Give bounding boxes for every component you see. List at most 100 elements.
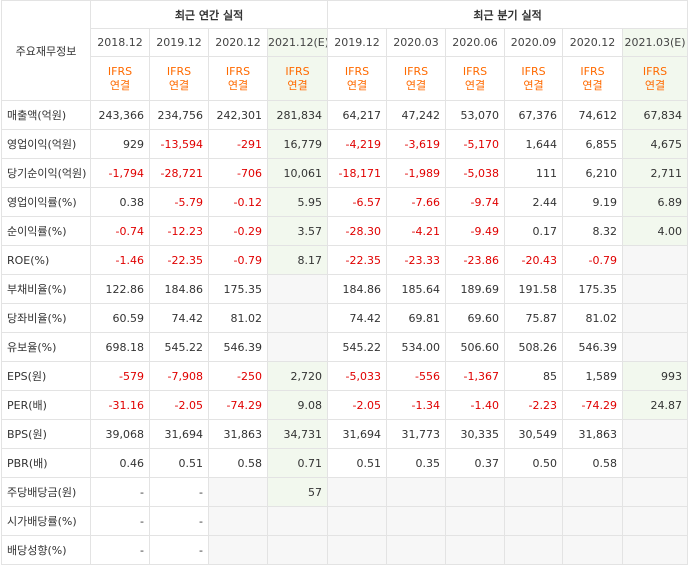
value-cell: - — [90, 477, 150, 507]
table-row: 유보율(%) 698.18 545.22 546.39 545.22 534.00 506.… — [1, 332, 688, 362]
value-cell: 2,720 — [266, 361, 329, 391]
table-row: ROE(%) -1.46 -22.35 -0.79 8.17 -22.35 -23.33 -2… — [1, 245, 688, 275]
row-label: 당기순이익(억원) — [1, 158, 91, 188]
value-cell: -1,367 — [445, 361, 506, 391]
period-header: 2020.09 — [504, 28, 564, 57]
value-cell: -250 — [208, 361, 268, 391]
value-cell: -74.29 — [208, 390, 268, 420]
value-cell: -1.40 — [445, 390, 506, 420]
value-cell: 546.39 — [562, 332, 624, 362]
value-cell: 74,612 — [562, 100, 624, 130]
value-cell: 243,366 — [90, 100, 150, 130]
ifrs-label: IFRS 연결 — [504, 56, 564, 101]
value-cell — [622, 448, 688, 478]
table-row: 주당배당금(원) - -57 — [1, 477, 688, 507]
value-cell — [208, 506, 268, 536]
value-cell: -0.79 — [562, 245, 624, 275]
value-cell: 191.58 — [504, 274, 564, 304]
ifrs-bottom-label: 연결 — [346, 78, 368, 92]
value-cell: 9.19 — [562, 187, 624, 217]
value-cell: -0.79 — [208, 245, 268, 275]
value-cell: -12.23 — [149, 216, 209, 246]
value-cell: 698.18 — [90, 332, 150, 362]
value-cell: 31,694 — [149, 419, 209, 449]
table-body: 매출액(억원) 243,366 234,756 242,301 281,834 64,21… — [1, 100, 688, 565]
table-row: 당좌비율(%) 60.59 74.42 81.02 74.42 69.81 69.60 75.… — [1, 303, 688, 333]
value-cell — [386, 535, 447, 565]
value-cell: -0.12 — [208, 187, 268, 217]
value-cell: -5,170 — [445, 129, 506, 159]
value-cell — [562, 477, 624, 507]
value-cell — [208, 477, 268, 507]
table-row: 영업이익(억원) 929 -13,594 -291 16,779 -4,219 -3,619… — [1, 129, 688, 159]
ifrs-bottom-label: 연결 — [227, 78, 249, 92]
value-cell — [445, 535, 506, 565]
ifrs-label: IFRS 연결 — [562, 56, 624, 101]
value-cell: -2.23 — [504, 390, 564, 420]
value-cell: 5.95 — [266, 187, 329, 217]
row-label: 배당성향(%) — [1, 535, 91, 565]
value-cell: - — [90, 506, 150, 536]
header-group-row: 주요재무정보 최근 연간 실적 최근 분기 실적 — [1, 0, 688, 101]
value-cell: 175.35 — [562, 274, 624, 304]
value-cell: 184.86 — [327, 274, 388, 304]
value-cell — [504, 535, 564, 565]
value-cell: 0.71 — [266, 448, 329, 478]
value-cell: -706 — [208, 158, 268, 188]
ifrs-top-label: IFRS — [521, 64, 546, 78]
value-cell: -579 — [90, 361, 150, 391]
table-row: 당기순이익(억원) -1,794 -28,721 -706 10,061 -18,171-… — [1, 158, 688, 188]
ifrs-label: IFRS 연결 — [208, 56, 268, 101]
row-label: PBR(배) — [1, 448, 91, 478]
value-cell: 8.17 — [266, 245, 329, 275]
value-cell — [266, 506, 329, 536]
value-cell: -22.35 — [327, 245, 388, 275]
value-cell — [445, 477, 506, 507]
table-row: BPS(원) 39,068 31,694 31,863 34,731 31,694 31,7… — [1, 419, 688, 449]
value-cell: 31,863 — [562, 419, 624, 449]
ifrs-top-label: IFRS — [107, 64, 133, 78]
value-cell: -18,171 — [327, 158, 388, 188]
value-cell — [386, 477, 447, 507]
row-label: 당좌비율(%) — [1, 303, 91, 333]
value-cell: -6.57 — [327, 187, 388, 217]
value-cell: -0.29 — [208, 216, 268, 246]
value-cell: 0.51 — [327, 448, 388, 478]
value-cell: -22.35 — [149, 245, 209, 275]
ifrs-label: IFRS 연결 — [149, 56, 209, 101]
ifrs-label: IFRS 연결 — [327, 56, 388, 101]
value-cell: 0.17 — [504, 216, 564, 246]
value-cell: -1,989 — [386, 158, 447, 188]
ifrs-bottom-label: 연결 — [168, 78, 190, 92]
period-header: 2021.03(E) — [622, 28, 688, 57]
value-cell: -1,794 — [90, 158, 150, 188]
value-cell — [622, 274, 688, 304]
value-cell: 184.86 — [149, 274, 209, 304]
value-cell — [266, 332, 329, 362]
value-cell: 1,644 — [504, 129, 564, 159]
value-cell: 0.37 — [445, 448, 506, 478]
value-cell — [327, 535, 388, 565]
ifrs-top-label: IFRS — [225, 64, 251, 78]
period-header: 2020.12 — [208, 28, 268, 57]
period-header: 2020.12 — [562, 28, 624, 57]
row-label: PER(배) — [1, 390, 91, 420]
value-cell: 47,242 — [386, 100, 447, 130]
value-cell: - — [149, 477, 209, 507]
value-cell: -23.33 — [386, 245, 447, 275]
table-row: 부채비율(%) 122.86 184.86 175.35 184.86 185.64 189… — [1, 274, 688, 304]
ifrs-top-label: IFRS — [462, 64, 488, 78]
ifrs-top-label: IFRS — [285, 64, 310, 78]
value-cell: -7,908 — [149, 361, 209, 391]
value-cell: 31,694 — [327, 419, 388, 449]
value-cell: -13,594 — [149, 129, 209, 159]
period-header: 2020.03 — [386, 28, 447, 57]
value-cell: 16,779 — [266, 129, 329, 159]
row-label: BPS(원) — [1, 419, 91, 449]
value-cell — [622, 506, 688, 536]
value-cell: -28,721 — [149, 158, 209, 188]
value-cell: 0.46 — [90, 448, 150, 478]
ifrs-top-label: IFRS — [642, 64, 668, 78]
row-label: 영업이익(억원) — [1, 129, 91, 159]
